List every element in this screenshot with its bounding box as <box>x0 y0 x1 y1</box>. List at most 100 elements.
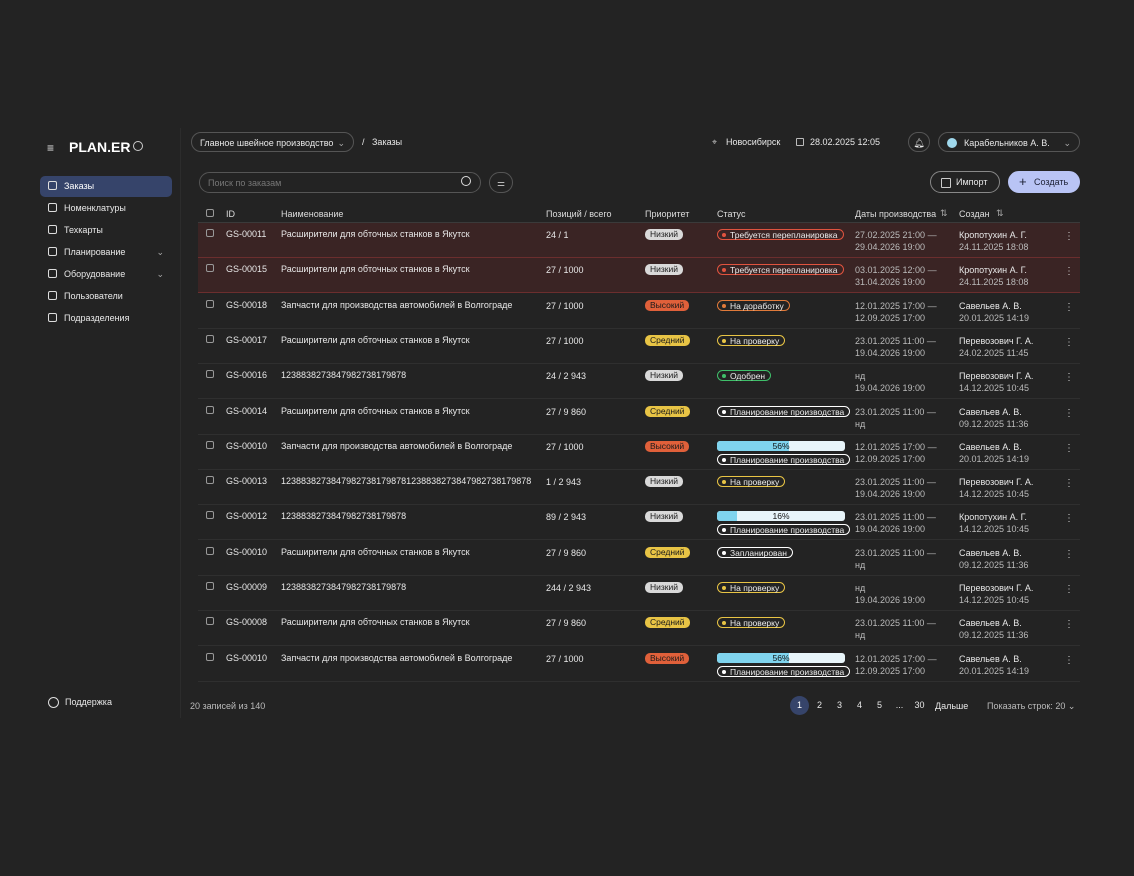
table-row[interactable]: GS-00016 1238838273847982738179878 24 / 2 … <box>198 364 1080 400</box>
progress-bar: 56% <box>717 440 845 451</box>
city: Новосибирск <box>726 137 781 147</box>
row-menu[interactable]: ⋮ <box>1064 584 1074 595</box>
table-row[interactable]: GS-00011 Расширители для обточных станков… <box>198 223 1080 258</box>
row-checkbox[interactable] <box>206 264 214 273</box>
table-row[interactable]: GS-00017 Расширители для обточных станков… <box>198 329 1080 364</box>
status-label: На доработку <box>730 300 784 311</box>
status-label: На проверку <box>730 618 780 629</box>
menu-label: Номенклатуры <box>64 203 126 213</box>
select-all-checkbox[interactable] <box>206 209 214 217</box>
priority-badge: Высокий <box>645 440 690 452</box>
positions: 27 / 1000 <box>546 300 584 311</box>
table-row[interactable]: GS-00010 Запчасти для производства автомо… <box>198 435 1080 470</box>
support-link[interactable]: Поддержка <box>65 697 112 707</box>
row-menu[interactable]: ⋮ <box>1064 301 1074 313</box>
row-checkbox[interactable] <box>206 476 214 485</box>
menu-label: Подразделения <box>64 313 130 323</box>
page-button[interactable]: 5 <box>876 700 882 710</box>
row-menu[interactable]: ⋮ <box>1064 513 1074 525</box>
order-id: GS-00014 <box>226 405 268 416</box>
row-checkbox[interactable] <box>206 334 214 343</box>
page-button[interactable]: 2 <box>816 700 822 710</box>
status-label: Планирование производства <box>730 525 845 536</box>
created-at: 09.12.2025 11:36 <box>959 559 1029 570</box>
page-button[interactable]: 3 <box>836 700 842 710</box>
table-row[interactable]: GS-00009 1238838273847982738179878 244 / 2… <box>198 576 1080 611</box>
row-menu[interactable]: ⋮ <box>1064 478 1074 490</box>
status-pill: Требуется перепланировка <box>717 229 844 240</box>
status-dot <box>722 586 726 590</box>
settings-icon[interactable] <box>133 141 143 151</box>
page-button[interactable]: 1 <box>790 696 809 715</box>
menu-item[interactable]: Планирование ⌄ <box>40 242 172 263</box>
sort-icon[interactable]: ⇅ <box>996 208 1004 218</box>
priority-badge: Средний <box>645 546 690 558</box>
search-input[interactable]: Поиск по заказам <box>199 172 481 193</box>
page-button[interactable]: ... <box>895 700 904 710</box>
row-menu[interactable]: ⋮ <box>1064 407 1074 419</box>
table-row[interactable]: GS-00014 Расширители для обточных станков… <box>198 400 1080 435</box>
page-button[interactable]: 4 <box>856 700 862 710</box>
menu-item[interactable]: Подразделения <box>40 308 172 329</box>
menu-item[interactable]: Техкарты <box>40 220 172 241</box>
created-at: 20.01.2025 14:19 <box>959 453 1030 464</box>
menu-item[interactable]: Оборудование ⌄ <box>40 264 172 285</box>
rows-per-page-label: Показать строк: 20 <box>987 701 1066 711</box>
production-date: 27.02.2025 21:00 — <box>855 230 937 240</box>
row-menu[interactable]: ⋮ <box>1064 442 1074 454</box>
row-checkbox[interactable] <box>206 652 214 661</box>
production-date: 12.09.2025 17:00 <box>855 312 926 323</box>
menu-label: Техкарты <box>64 225 103 235</box>
row-checkbox[interactable] <box>206 229 214 237</box>
row-checkbox[interactable] <box>206 546 214 555</box>
menu-item[interactable]: Пользователи <box>40 286 172 307</box>
table-row[interactable]: GS-00010 Запчасти для производства автомо… <box>198 647 1080 682</box>
row-menu[interactable]: ⋮ <box>1064 548 1074 560</box>
menu-item[interactable]: Заказы <box>40 176 172 197</box>
row-menu[interactable]: ⋮ <box>1064 266 1074 278</box>
row-menu[interactable]: ⋮ <box>1064 336 1074 348</box>
created-by: Савельев А. В. <box>959 618 1022 629</box>
next-page[interactable]: Дальше <box>935 701 969 711</box>
rows-per-page[interactable]: Показать строк: 20 ⌄ <box>987 701 1076 711</box>
menu-toggle[interactable]: ≡ <box>47 141 55 155</box>
row-checkbox[interactable] <box>206 299 214 308</box>
notifications-button[interactable]: 🔔︎ <box>908 132 930 152</box>
import-button[interactable]: Импорт <box>930 171 1000 193</box>
created-at: 24.02.2025 11:45 <box>959 347 1029 358</box>
status-label: Требуется перепланировка <box>730 230 838 240</box>
user-menu[interactable]: Карабельников А. В. ⌄ <box>938 132 1080 152</box>
table-row[interactable]: GS-00008 Расширители для обточных станков… <box>198 611 1080 647</box>
row-menu[interactable]: ⋮ <box>1064 372 1074 384</box>
table-row[interactable]: GS-00010 Расширители для обточных станков… <box>198 541 1080 576</box>
create-button[interactable]: + Создать <box>1008 171 1080 193</box>
page-button[interactable]: 30 <box>914 700 925 710</box>
row-menu[interactable]: ⋮ <box>1064 654 1074 666</box>
row-menu[interactable]: ⋮ <box>1064 231 1074 242</box>
table-row[interactable]: GS-00012 1238838273847982738179878 89 / 2 … <box>198 505 1080 541</box>
status-pill: На проверку <box>717 617 786 629</box>
row-checkbox[interactable] <box>206 582 214 590</box>
row-menu[interactable]: ⋮ <box>1064 619 1074 631</box>
menu-item[interactable]: Номенклатуры <box>40 198 172 219</box>
order-name: Расширители для обточных станков в Якутс… <box>281 264 470 275</box>
row-checkbox[interactable] <box>206 511 214 520</box>
row-checkbox[interactable] <box>206 370 214 379</box>
column-header: ID <box>226 209 235 219</box>
table-row[interactable]: GS-00015 Расширители для обточных станков… <box>198 258 1080 294</box>
breadcrumb-page: Заказы <box>372 137 403 147</box>
progress-fill <box>717 440 789 451</box>
filter-button[interactable]: ⚌ <box>489 172 513 193</box>
sort-icon[interactable]: ⇅ <box>940 208 948 218</box>
priority-badge: Высокий <box>645 652 690 664</box>
row-checkbox[interactable] <box>206 617 214 626</box>
row-checkbox[interactable] <box>206 405 214 414</box>
table-row[interactable]: GS-00013 12388382738479827381798781238838… <box>198 470 1080 506</box>
logo: PLAN.ER <box>69 139 131 155</box>
chevron: ⌄ <box>337 138 345 148</box>
column-header: Создан <box>959 209 990 219</box>
calendar-icon <box>796 138 804 146</box>
workspace-select[interactable]: Главное швейное производство ⌄ <box>191 132 354 152</box>
table-row[interactable]: GS-00018 Запчасти для производства автомо… <box>198 294 1080 329</box>
row-checkbox[interactable] <box>206 440 214 449</box>
